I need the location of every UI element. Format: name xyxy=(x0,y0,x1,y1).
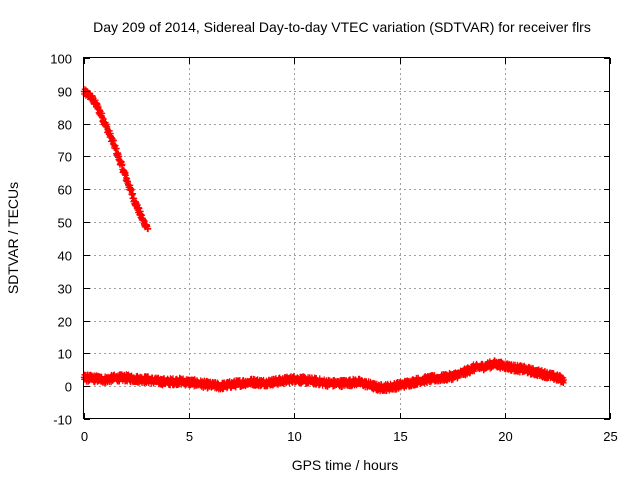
x-tick-label: 5 xyxy=(186,429,193,444)
y-axis-title: SDTVAR / TECUs xyxy=(5,182,21,294)
x-tick-label: 10 xyxy=(287,429,301,444)
y-tick-label: 80 xyxy=(58,118,72,133)
y-tick-label: 0 xyxy=(65,380,72,395)
data-point xyxy=(560,376,567,384)
y-tick-label: 40 xyxy=(58,249,72,264)
data-point xyxy=(113,145,120,152)
x-tick-label: 15 xyxy=(393,429,407,444)
y-tick-label: 100 xyxy=(50,52,72,67)
chart-title: Day 209 of 2014, Sidereal Day-to-day VTE… xyxy=(93,19,591,35)
y-tick-label: 60 xyxy=(58,183,72,198)
y-tick-label: 50 xyxy=(58,216,72,231)
y-tick-label: 30 xyxy=(58,282,72,297)
x-tick-label: 25 xyxy=(603,429,617,444)
axis-ticks: 0 5 10 15 20 25 -10 0 10 20 30 40 50 60 70 80 90 100 xyxy=(50,52,617,445)
data-point xyxy=(136,205,143,212)
grid-lines xyxy=(84,58,610,419)
y-tick-label: -10 xyxy=(53,413,72,428)
data-point xyxy=(144,225,152,233)
data-points xyxy=(80,86,567,395)
y-tick-label: 20 xyxy=(58,315,72,330)
x-axis-title: GPS time / hours xyxy=(292,457,399,473)
data-point xyxy=(141,217,148,225)
y-tick-label: 10 xyxy=(58,347,72,362)
plot-frame xyxy=(83,57,610,419)
x-tick-label: 20 xyxy=(498,429,512,444)
y-tick-label: 90 xyxy=(58,85,72,100)
x-tick-label: 0 xyxy=(81,429,88,444)
y-tick-label: 70 xyxy=(58,150,72,165)
